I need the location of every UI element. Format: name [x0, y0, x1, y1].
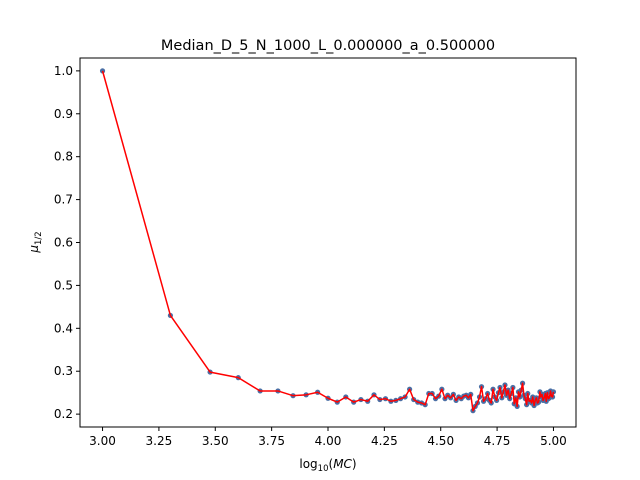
chart-title: Median_D_5_N_1000_L_0.000000_a_0.500000	[161, 38, 495, 54]
x-tick-label: 3.50	[202, 434, 229, 448]
x-tick-label: 3.75	[258, 434, 285, 448]
plot-frame	[79, 57, 577, 428]
y-tick-label: 0.5	[54, 278, 73, 292]
x-tick-label: 4.75	[484, 434, 511, 448]
x-tick-label: 4.25	[371, 434, 398, 448]
x-tick-label: 5.00	[540, 434, 567, 448]
x-axis-label: log10(MC)	[299, 457, 356, 474]
y-tick-label: 0.9	[54, 107, 73, 121]
data-point	[550, 389, 557, 395]
y-tick-label: 0.4	[54, 321, 73, 335]
x-axis: 3.00 3.25 3.50 3.75 4.00 4.25 4.50 4.75 5.00	[89, 427, 567, 448]
y-tick-label: 1.0	[54, 64, 73, 78]
x-tick-label: 3.25	[146, 434, 173, 448]
y-tick-label: 0.8	[54, 150, 73, 164]
y-axis: 0.2 0.3 0.4 0.5 0.6 0.7 0.8 0.9 1.0	[54, 64, 80, 421]
x-tick-label: 4.50	[427, 434, 454, 448]
y-tick-label: 0.6	[54, 236, 73, 250]
x-tick-label: 4.00	[315, 434, 342, 448]
y-tick-label: 0.3	[54, 364, 73, 378]
x-tick-label: 3.00	[89, 434, 116, 448]
y-tick-label: 0.2	[54, 407, 73, 421]
series-line	[101, 70, 555, 412]
plot-area	[99, 68, 557, 414]
y-axis-label: μ1/2	[27, 231, 44, 253]
y-tick-label: 0.7	[54, 193, 73, 207]
